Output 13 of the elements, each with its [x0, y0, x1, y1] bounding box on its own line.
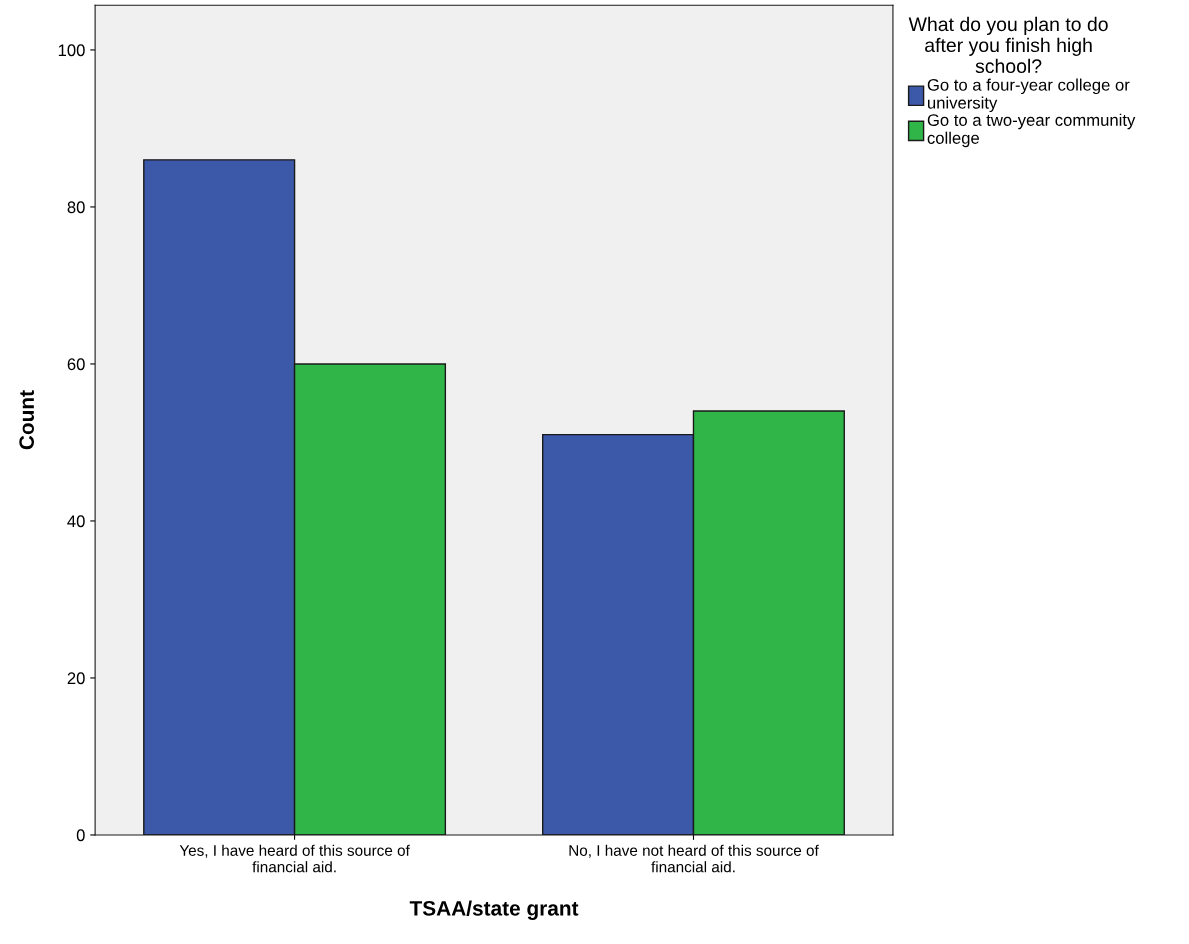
x-axis-title: TSAA/state grant: [409, 900, 579, 920]
legend-title: What do you plan to do after you finish high school?: [908, 16, 1108, 74]
legend-label: Go to a four-year college or university: [927, 78, 1130, 113]
y-tick-label: 60: [67, 358, 85, 371]
y-tick-label: 80: [67, 201, 85, 214]
y-tick-label: 100: [58, 44, 85, 57]
y-tick-label: 0: [76, 829, 85, 842]
y-tick-label: 20: [67, 672, 85, 685]
x-tick-label: Yes, I have heard of this source of financial aid.: [179, 844, 410, 873]
legend-label: Go to a two-year community college: [927, 113, 1136, 148]
y-tick-label: 40: [67, 515, 85, 528]
x-tick-label: No, I have not heard of this source of financial aid.: [569, 844, 819, 873]
y-axis-title: Count: [19, 390, 35, 450]
